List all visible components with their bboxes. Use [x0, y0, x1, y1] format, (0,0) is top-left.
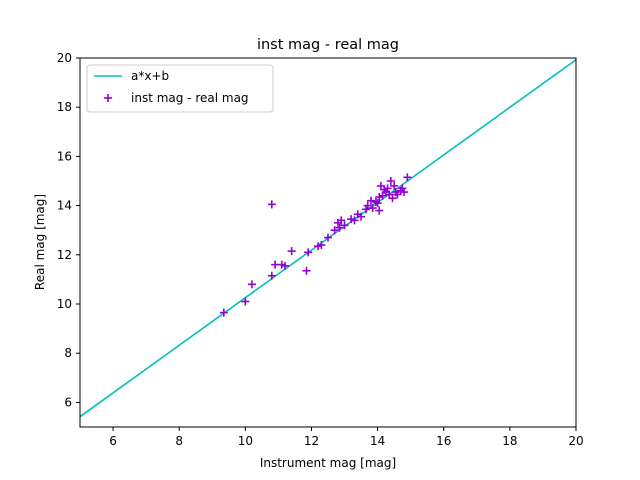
data-point	[357, 212, 366, 221]
legend-label: inst mag - real mag	[131, 91, 249, 105]
data-layer	[80, 59, 576, 418]
y-tick-label: 20	[57, 51, 72, 65]
x-tick-label: 20	[568, 434, 583, 448]
legend-item: inst mag - real mag	[104, 91, 249, 105]
data-point	[388, 194, 397, 203]
y-axis-label: Real mag [mag]	[33, 194, 47, 290]
axes-frame	[79, 57, 577, 428]
x-tick-label: 10	[238, 434, 253, 448]
data-point	[383, 184, 392, 193]
x-tick-label: 8	[175, 434, 183, 448]
plot-area	[79, 57, 577, 428]
x-tick-label: 18	[502, 434, 517, 448]
data-point	[350, 216, 359, 225]
data-point	[362, 205, 371, 214]
legend-label: a*x+b	[131, 69, 169, 83]
data-point	[219, 308, 228, 317]
legend-box	[86, 64, 274, 113]
data-point	[368, 204, 377, 213]
x-tick-label: 14	[370, 434, 385, 448]
x-tick-label: 16	[436, 434, 451, 448]
data-point	[337, 216, 346, 225]
x-axis-label: Instrument mag [mag]	[260, 456, 396, 470]
data-point	[366, 196, 375, 205]
x-tick-label: 12	[304, 434, 319, 448]
y-axis-ticks: 6 8 10 12 14 16 18 20	[57, 51, 80, 409]
data-point	[390, 181, 399, 190]
data-point	[386, 177, 395, 185]
data-point	[287, 247, 296, 256]
y-tick-label: 8	[64, 346, 72, 360]
data-point	[317, 240, 326, 249]
data-point	[340, 221, 349, 230]
y-tick-label: 16	[57, 149, 72, 163]
data-point	[267, 271, 276, 280]
data-point	[398, 184, 407, 193]
data-point	[335, 223, 344, 232]
legend-item: a*x+b	[94, 69, 169, 83]
data-point	[330, 226, 339, 235]
data-point	[241, 297, 250, 306]
data-point	[403, 173, 412, 182]
data-point	[373, 199, 382, 208]
x-axis-ticks: 6 8 10 12 14 16 18 20	[109, 427, 584, 448]
data-point	[371, 197, 380, 206]
data-point	[247, 280, 256, 289]
legend: a*x+b inst mag - real mag	[86, 64, 274, 113]
data-point	[281, 261, 290, 270]
data-point	[400, 188, 409, 197]
data-point	[363, 201, 372, 210]
data-point	[375, 206, 384, 215]
y-tick-label: 18	[57, 100, 72, 114]
y-tick-label: 12	[57, 248, 72, 262]
y-tick-label: 14	[57, 199, 72, 213]
y-tick-label: 6	[64, 395, 72, 409]
data-point	[267, 200, 276, 209]
data-point	[324, 233, 332, 242]
y-tick-label: 10	[57, 297, 72, 311]
legend-plus-swatch	[104, 94, 112, 102]
data-point	[304, 248, 313, 257]
chart-title: inst mag - real mag	[257, 37, 399, 53]
x-tick-label: 6	[109, 434, 117, 448]
data-point	[302, 266, 311, 275]
